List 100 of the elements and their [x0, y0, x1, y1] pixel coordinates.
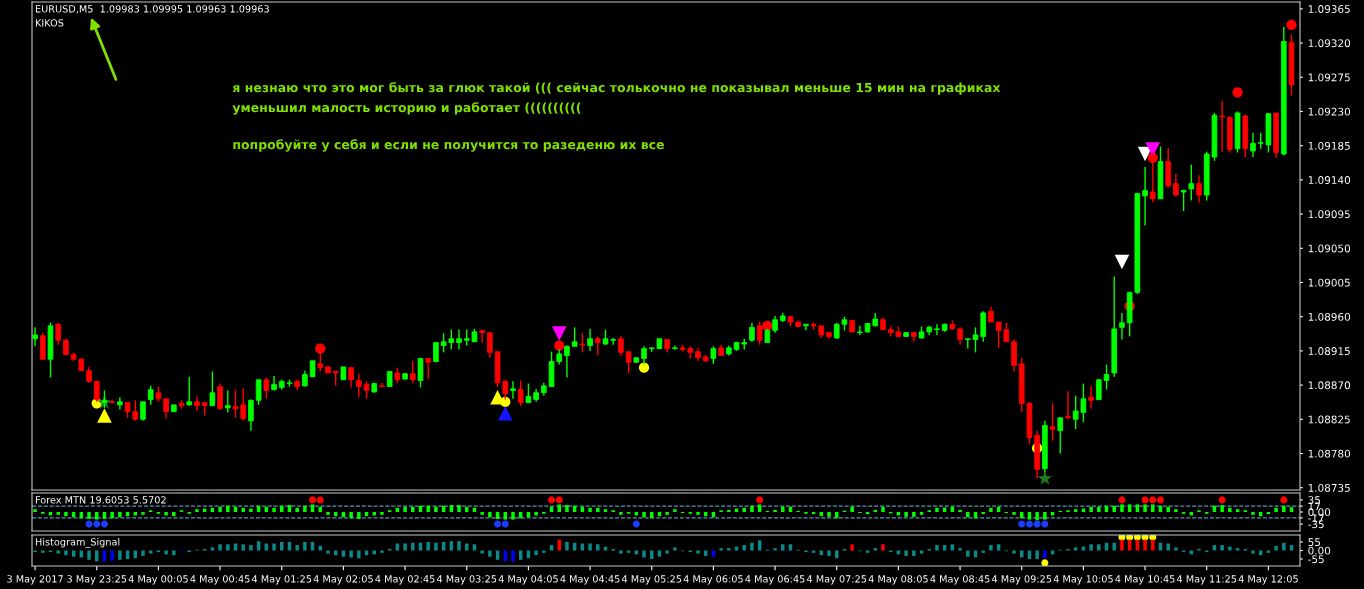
y-tick-label: 1.09095 [1308, 210, 1350, 219]
bar [488, 512, 492, 518]
candlestick [1119, 312, 1125, 341]
y-tick-label: 1.09275 [1308, 73, 1350, 82]
candlestick [186, 376, 193, 407]
bar [673, 547, 677, 551]
bar [141, 512, 145, 515]
candlestick [1049, 402, 1056, 442]
bar [619, 512, 623, 515]
bar [480, 550, 484, 554]
x-tick-label: 4 May 12:05 [1238, 575, 1298, 585]
x-tick-label: 4 May 07:25 [806, 575, 867, 585]
x-tick-label: 4 May 08:05 [868, 575, 928, 585]
candlestick [1219, 100, 1225, 153]
bar [565, 541, 569, 551]
annotation: я незнаю что это мог быть за глюк такой ((( сейчас толькочно не показывал меньше 15 мин на графиках [232, 82, 1001, 95]
bar [357, 550, 361, 559]
bar [349, 550, 353, 558]
bar [588, 507, 592, 512]
x-tick-label: 4 May 00:05 [128, 575, 188, 585]
bar [218, 544, 222, 551]
candlestick [163, 398, 169, 420]
bar [64, 550, 68, 556]
bar [626, 550, 631, 553]
bar [41, 550, 45, 553]
bar [249, 545, 253, 551]
y-tick-label: -35 [1308, 520, 1324, 529]
bar [1127, 504, 1132, 512]
bar [95, 512, 99, 520]
x-tick-label: 4 May 04:05 [498, 575, 558, 585]
candlestick [140, 401, 146, 422]
bar [881, 544, 885, 551]
bar [295, 545, 299, 551]
candlestick [618, 334, 624, 357]
bar [333, 550, 338, 556]
bar [118, 550, 122, 560]
bar [341, 550, 346, 557]
y-tick-label: -17 [1308, 514, 1324, 522]
bar [426, 541, 430, 551]
y-tick-label: 1.09230 [1308, 107, 1351, 116]
bar [349, 512, 353, 519]
bar [1282, 505, 1286, 512]
bar [634, 550, 639, 555]
bar [272, 507, 276, 512]
x-tick-label: 4 May 02:45 [375, 575, 435, 585]
bar [781, 506, 785, 512]
bar [642, 550, 646, 558]
bar [1151, 504, 1155, 512]
bar [727, 548, 731, 551]
bar [1073, 509, 1078, 512]
bar [981, 550, 985, 553]
bar [557, 504, 561, 512]
bar [958, 509, 962, 512]
candlestick [594, 335, 601, 357]
bar [110, 512, 114, 519]
bar [827, 550, 831, 556]
bar [1135, 504, 1140, 512]
y-tick-label: 1.09320 [1308, 39, 1351, 48]
bar [534, 550, 538, 556]
bar [1189, 550, 1194, 555]
y-tick-label: -55 [1308, 555, 1324, 564]
x-tick-label: 4 May 04:45 [560, 575, 620, 585]
candlestick [479, 329, 485, 344]
x-tick-label: 4 May 08:45 [930, 575, 990, 585]
bar [657, 550, 662, 557]
bar [303, 505, 307, 512]
bar [1112, 505, 1116, 512]
bar [241, 507, 245, 512]
bar [495, 550, 500, 560]
candlestick [571, 326, 578, 348]
bar [1266, 550, 1271, 553]
bar [850, 544, 854, 551]
bar [919, 512, 924, 515]
bar [881, 506, 885, 512]
bar [326, 550, 330, 554]
bar [226, 505, 230, 512]
bar [719, 548, 723, 551]
bar [1043, 512, 1047, 520]
bar [372, 550, 376, 555]
bar [457, 541, 461, 551]
y-tick-label: 1.08915 [1308, 347, 1350, 355]
bar [326, 512, 330, 515]
point [1145, 142, 1161, 157]
x-tick-label: 4 May 10:05 [1053, 575, 1113, 585]
y-tick-label: 17 [1308, 502, 1320, 511]
candlestick [255, 379, 262, 406]
y-tick-label: 1.09185 [1308, 141, 1350, 150]
candlestick [934, 323, 940, 336]
bar [850, 506, 854, 512]
bar [727, 509, 731, 512]
bar [364, 550, 369, 556]
bar [411, 542, 415, 551]
y-tick-label: 35 [1308, 496, 1320, 505]
bar [380, 550, 384, 553]
bar [1228, 507, 1232, 512]
bar [603, 509, 608, 512]
candlestick [510, 380, 516, 400]
x-tick-label: 4 May 09:25 [991, 575, 1052, 585]
y-tick-label: 1.09365 [1308, 5, 1350, 13]
bar [989, 507, 993, 512]
